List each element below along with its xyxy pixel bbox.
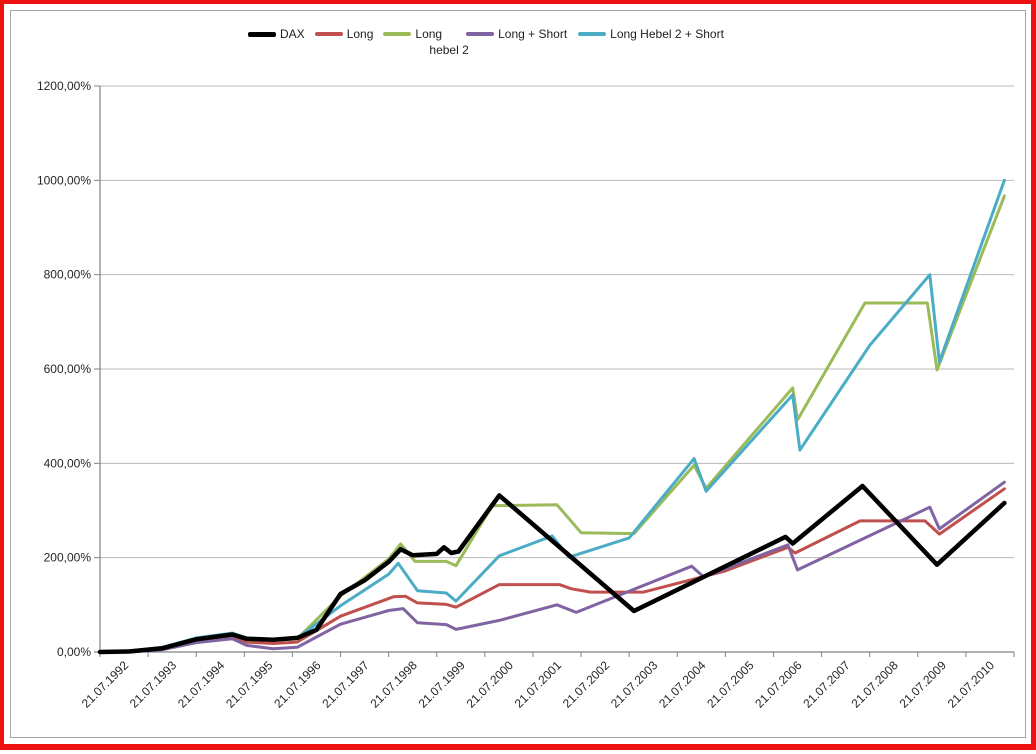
x-tick-label: 21.07.2000 <box>464 658 517 711</box>
legend-label-long-hebel-2-short: Long Hebel 2 + Short <box>610 27 724 41</box>
y-tick-label: 0,00% <box>57 645 91 659</box>
x-tick-label: 21.07.2003 <box>608 658 661 711</box>
x-tick-label: 21.07.1992 <box>79 658 132 711</box>
legend-item-long: Long <box>314 25 374 43</box>
series-line-long <box>98 487 1006 654</box>
legend-label-long-hebel-2: Long hebel 2 <box>415 27 469 57</box>
x-tick-label: 21.07.2009 <box>897 658 950 711</box>
series-line-long-short <box>98 480 1006 654</box>
y-tick-label: 200,00% <box>44 551 92 565</box>
legend-item-long-short: Long + Short <box>466 25 567 43</box>
long-line-swatch <box>314 32 343 36</box>
legend-item-dax: DAX <box>248 25 305 43</box>
long-hebel-2-line-swatch <box>383 32 412 36</box>
x-tick-label: 21.07.2004 <box>656 658 709 711</box>
x-tick-label: 21.07.1996 <box>271 658 324 711</box>
x-tick-label: 21.07.1998 <box>367 658 420 711</box>
gridlines <box>100 85 1014 559</box>
legend-item-long-hebel-2: Long hebel 2 <box>383 25 469 57</box>
dax-line-swatch <box>248 31 276 37</box>
x-tick-label: 21.07.1995 <box>223 658 276 711</box>
legend-label-dax: DAX <box>280 27 305 41</box>
x-tick-label: 21.07.2006 <box>752 658 805 711</box>
series-lines <box>97 178 1007 655</box>
legend-label-long-short: Long + Short <box>498 27 568 41</box>
x-tick-label: 21.07.1993 <box>127 658 180 711</box>
x-tick-label: 21.07.1997 <box>319 658 372 711</box>
series-line-dax <box>97 483 1007 655</box>
series-line-long-hebel-2-short <box>98 178 1006 654</box>
long-short-line-swatch <box>466 32 495 36</box>
x-tick-label: 21.07.2002 <box>560 658 613 711</box>
legend-item-long-hebel-2-short: Long Hebel 2 + Short <box>578 25 724 43</box>
x-tick-label: 21.07.2010 <box>945 658 998 711</box>
x-tick-label: 21.07.2008 <box>848 658 901 711</box>
legend-label-long-hebel-2-line2: hebel 2 <box>429 43 469 57</box>
chart-legend: DAX Long Long hebel 2 Long + Short Long H… <box>248 25 724 57</box>
x-tick-label: 21.07.1994 <box>175 658 228 711</box>
y-tick-label: 1000,00% <box>37 173 91 187</box>
y-tick-label: 400,00% <box>44 456 92 470</box>
long-hebel-2-short-line-swatch <box>578 32 607 36</box>
y-tick-label: 1200,00% <box>37 79 91 93</box>
chart-plot: 1200,00% 1000,00% 800,00% 600,00% 400,00% 200… <box>37 79 1015 711</box>
axes <box>94 85 1015 657</box>
y-tick-label: 600,00% <box>44 362 92 376</box>
x-tick-label: 21.07.2007 <box>800 658 853 711</box>
x-tick-label: 21.07.2001 <box>512 658 565 711</box>
legend-label-long: Long <box>346 27 374 41</box>
x-tick-label: 21.07.2005 <box>704 658 757 711</box>
y-tick-label: 800,00% <box>44 268 92 282</box>
x-tick-label: 21.07.1999 <box>416 658 469 711</box>
